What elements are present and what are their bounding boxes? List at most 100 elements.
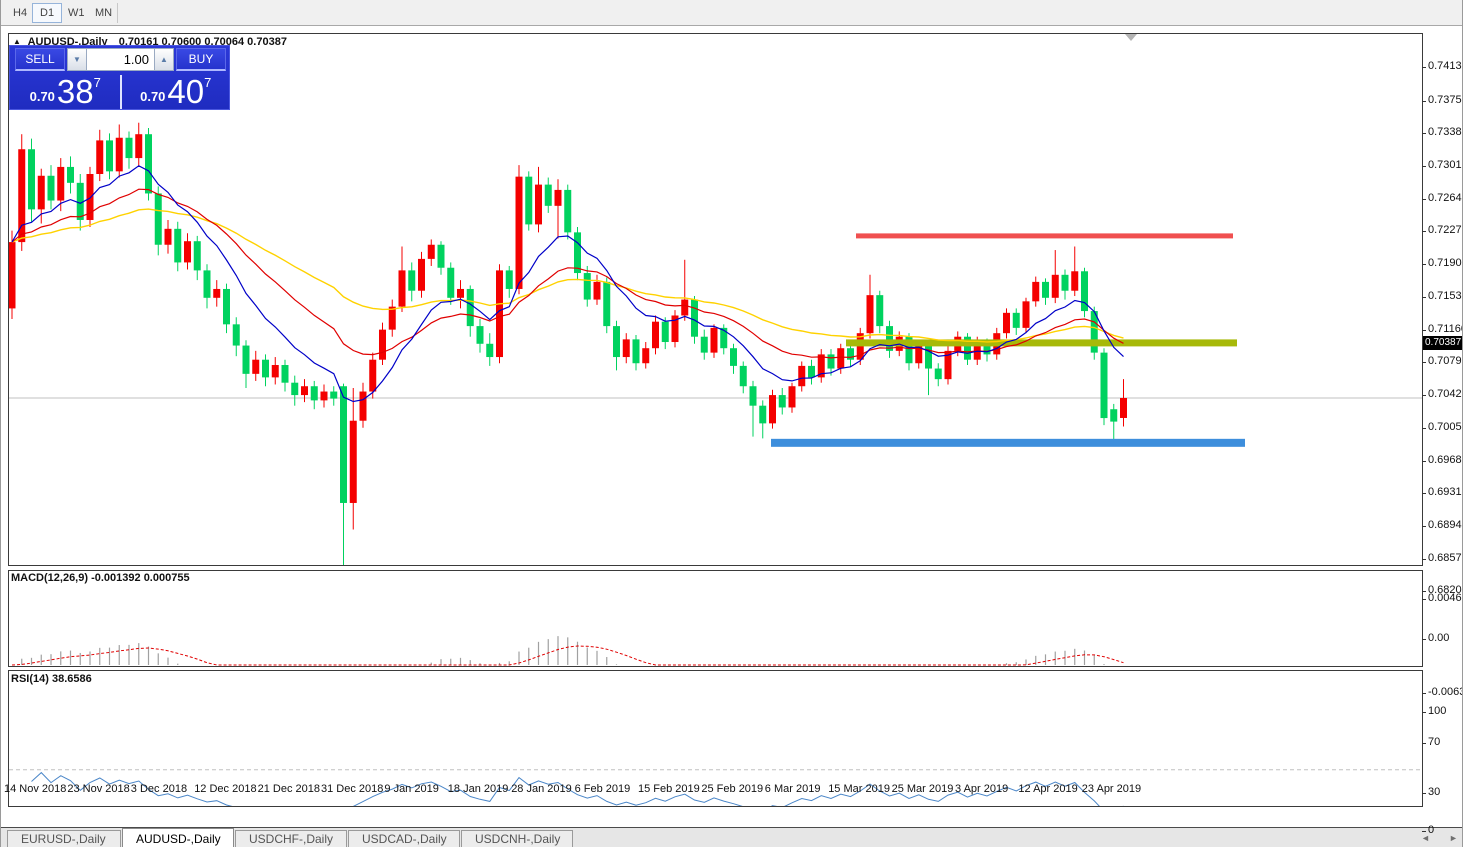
- macd-tick-label: -0.00639: [1428, 686, 1462, 698]
- price-tick-dash: [1422, 559, 1426, 560]
- price-tick-dash: [1422, 395, 1426, 396]
- macd-tick-label: 0.00: [1428, 632, 1450, 644]
- broken-support-line: [846, 339, 1237, 347]
- macd-label: MACD(12,26,9) -0.001392 0.000755: [11, 572, 190, 584]
- trade-panel-top-row: SELL ▼ ▲ BUY: [10, 46, 229, 73]
- date-tick-label: 6 Feb 2019: [574, 783, 631, 795]
- date-tick-label: 25 Mar 2019: [891, 783, 954, 795]
- buy-price-display[interactable]: 0.70 40 7: [140, 73, 212, 110]
- macd-pane[interactable]: [8, 570, 1423, 667]
- price-tick-dash: [1422, 231, 1426, 232]
- trade-panel-price-row: 0.70 38 7 0.70 40 7: [12, 75, 229, 109]
- volume-input[interactable]: [87, 48, 154, 71]
- date-tick-label: 14 Nov 2018: [4, 783, 67, 795]
- tab-usdchf[interactable]: USDCHF-,Daily: [235, 830, 347, 847]
- chart-shift-marker-icon[interactable]: [1125, 34, 1137, 41]
- rsi-tick-label: 30: [1428, 786, 1441, 798]
- rsi-label: RSI(14) 38.6586: [11, 673, 92, 685]
- date-tick-label: 3 Dec 2018: [130, 783, 188, 795]
- price-tick-dash: [1422, 297, 1426, 298]
- price-tick-dash: [1422, 133, 1426, 134]
- price-tick-dash: [1422, 264, 1426, 265]
- rsi-tick-label: 0: [1428, 824, 1435, 836]
- date-tick-label: 9 Jan 2019: [384, 783, 439, 795]
- lower-support-line: [771, 438, 1245, 447]
- tab-eurusd[interactable]: EURUSD-,Daily: [7, 830, 121, 847]
- price-tick-dash: [1422, 526, 1426, 527]
- date-tick-label: 25 Feb 2019: [701, 783, 764, 795]
- chart-window: ▲ AUDUSD-,Daily 0.70161 0.70600 0.70064 …: [1, 27, 1462, 826]
- current-price-box: 0.70387: [1423, 336, 1462, 350]
- period-button-w1[interactable]: W1: [60, 3, 93, 23]
- volume-decrease-button[interactable]: ▼: [67, 48, 87, 71]
- period-button-h4[interactable]: H4: [5, 3, 35, 23]
- tab-audusd[interactable]: AUDUSD-,Daily: [122, 828, 234, 847]
- price-tick-dash: [1422, 461, 1426, 462]
- sell-button[interactable]: SELL: [15, 48, 65, 71]
- date-tick-label: 23 Apr 2019: [1081, 783, 1142, 795]
- date-tick-label: 15 Feb 2019: [638, 783, 700, 795]
- date-tick-label: 23 Nov 2018: [67, 783, 130, 795]
- price-tick-dash: [1422, 591, 1426, 592]
- price-divider: [119, 75, 122, 109]
- date-tick-label: 3 Apr 2019: [955, 783, 1009, 795]
- rsi-tick-dash: [1422, 712, 1426, 713]
- price-tick-dash: [1422, 199, 1426, 200]
- tab-usdcad[interactable]: USDCAD-,Daily: [348, 830, 460, 847]
- main-chart-pane[interactable]: [8, 33, 1423, 566]
- tabs-scroll-left-icon[interactable]: ◄: [1421, 833, 1430, 843]
- price-tick-dash: [1422, 362, 1426, 363]
- volume-increase-button[interactable]: ▲: [154, 48, 174, 71]
- date-tick-label: 21 Dec 2018: [257, 783, 320, 795]
- buy-button[interactable]: BUY: [176, 48, 226, 71]
- toolbar-separator: [117, 3, 118, 23]
- rsi-tick-dash: [1422, 743, 1426, 744]
- rsi-tick-dash: [1422, 831, 1426, 832]
- tab-usdcnh[interactable]: USDCNH-,Daily: [461, 830, 573, 847]
- price-tick-dash: [1422, 67, 1426, 68]
- price-tick-dash: [1422, 330, 1426, 331]
- collapse-triangle-icon[interactable]: ▲: [13, 37, 21, 46]
- macd-tick-dash: [1422, 639, 1426, 640]
- date-tick-label: 15 Mar 2019: [828, 783, 890, 795]
- price-tick-dash: [1422, 493, 1426, 494]
- price-tick-dash: [1422, 101, 1426, 102]
- price-tick-dash: [1422, 166, 1426, 167]
- date-tick-label: 12 Apr 2019: [1018, 783, 1078, 795]
- macd-tick-dash: [1422, 599, 1426, 600]
- period-button-mn[interactable]: MN: [87, 3, 120, 23]
- rsi-tick-label: 100: [1428, 705, 1447, 717]
- sell-price-display[interactable]: 0.70 38 7: [29, 73, 101, 110]
- date-tick-label: 31 Dec 2018: [321, 783, 384, 795]
- resistance-line: [856, 233, 1233, 239]
- period-toolbar: H4 D1 W1 MN: [1, 0, 1462, 26]
- date-tick-label: 12 Dec 2018: [194, 783, 257, 795]
- date-tick-label: 28 Jan 2019: [511, 783, 572, 795]
- date-tick-label: 18 Jan 2019: [447, 783, 509, 795]
- symbol-tabbar: EURUSD-,Daily AUDUSD-,Daily USDCHF-,Dail…: [1, 827, 1462, 847]
- rsi-pane[interactable]: [8, 670, 1423, 807]
- macd-tick-label: 0.004694: [1428, 592, 1462, 604]
- rsi-tick-label: 70: [1428, 736, 1441, 748]
- rsi-tick-dash: [1422, 793, 1426, 794]
- period-button-d1[interactable]: D1: [32, 3, 63, 23]
- tabs-scroll-right-icon[interactable]: ►: [1449, 833, 1458, 843]
